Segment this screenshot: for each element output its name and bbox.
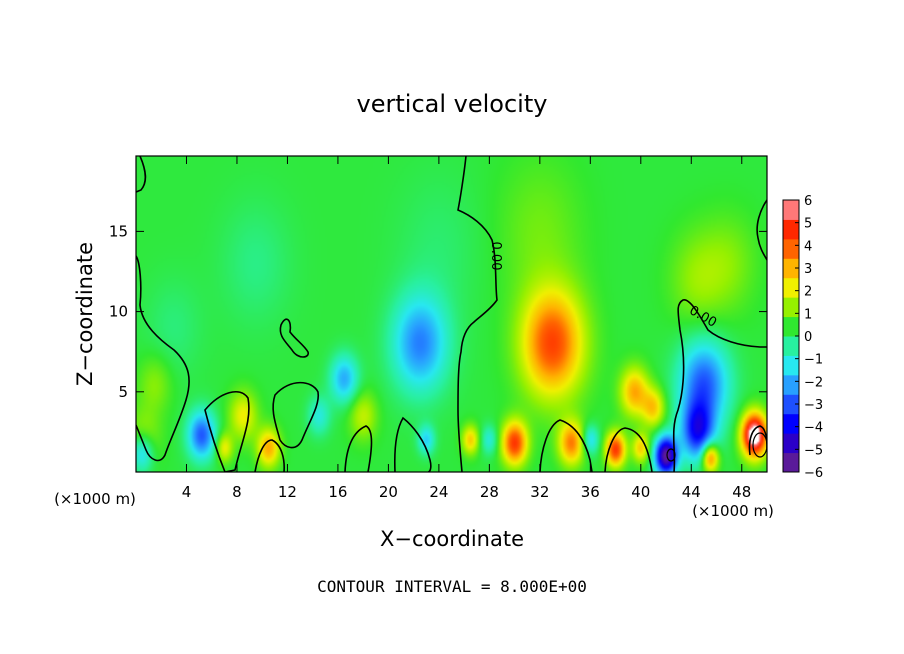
colorbar-swatch (783, 297, 799, 318)
y-axis: 5 10 15 (109, 222, 767, 401)
x-axis: 4 8 12 16 20 24 28 32 36 40 44 48 (182, 156, 751, 501)
x-tick-label: 16 (328, 483, 347, 501)
colorbar-tick-label: 0 (804, 330, 812, 345)
small-contour-2 (272, 381, 320, 449)
y-tick-label: 5 (118, 383, 128, 401)
colorbar-tick-label: 3 (804, 262, 812, 277)
colorbar-swatch (783, 277, 799, 298)
x-axis-label: X−coordinate (380, 527, 524, 551)
x-unit-left: (×1000 m) (54, 490, 136, 508)
colorbar-tick-label: 5 (804, 217, 812, 232)
colorbar-tick-label: −3 (804, 398, 823, 413)
small-contour-7 (604, 427, 653, 472)
x-tick-label: 36 (581, 483, 600, 501)
small-contour-5 (393, 416, 432, 472)
colorbar-swatch (783, 413, 799, 434)
colorbar-swatch (783, 394, 799, 415)
colorbar-tick-label: −5 (804, 443, 823, 458)
x-tick-label: 40 (631, 483, 650, 501)
x-tick-label: 12 (278, 483, 297, 501)
colorbar-swatch (783, 238, 799, 259)
contour-hotspot-left (666, 448, 676, 462)
colorbar-tick-label: 2 (804, 285, 812, 300)
contour-hotspot-right (752, 432, 767, 458)
zero-contour-topleft (136, 156, 147, 193)
plot-area: 0.00 0.00 (135, 155, 768, 473)
contour-lines (136, 156, 767, 472)
colorbar-swatch (783, 452, 799, 473)
colorbar-tick-label: −1 (804, 353, 823, 368)
x-tick-label: 20 (379, 483, 398, 501)
colorbar-tick-label: 4 (804, 239, 812, 254)
colorbar-swatch (783, 219, 799, 240)
plot-frame (135, 155, 768, 473)
colorbar-tick-label: 1 (804, 307, 812, 322)
colorbar-swatch (783, 336, 799, 356)
small-contour-9 (254, 439, 285, 472)
colorbar-swatch (783, 374, 799, 395)
small-contour-4 (344, 425, 373, 472)
contour-interval-footer: CONTOUR INTERVAL = 8.000E+00 (317, 577, 587, 596)
x-tick-label: 8 (232, 483, 242, 501)
contour-label-1: 0.00 (488, 242, 503, 271)
x-tick-label: 44 (682, 483, 701, 501)
x-tick-label: 48 (732, 483, 751, 501)
colorbar-tick-label: −4 (804, 421, 823, 436)
small-contour-1 (204, 390, 250, 472)
zero-contour-right (672, 299, 767, 472)
colorbar-tick-label: −6 (804, 466, 823, 481)
zero-contour-topright (756, 199, 767, 261)
colorbar-swatch (783, 433, 799, 454)
x-tick-label: 28 (480, 483, 499, 501)
chart-title: vertical velocity (357, 90, 548, 118)
x-unit-right: (×1000 m) (692, 502, 774, 520)
x-tick-label: 32 (530, 483, 549, 501)
colorbar-swatch (783, 200, 799, 220)
colorbar-tick-label: −2 (804, 375, 823, 390)
colorbar-tick-label: 6 (804, 194, 812, 209)
colorbar: 6 5 4 3 2 1 0 −1 −2 −3 −4 −5 −6 (782, 194, 823, 481)
heatmap-image (136, 156, 767, 472)
small-contour-3 (279, 318, 309, 358)
colorbar-swatch (783, 316, 799, 337)
x-tick-label: 24 (429, 483, 448, 501)
colorbar-swatch (783, 355, 799, 376)
y-axis-label: Z−coordinate (73, 242, 97, 386)
colorbar-swatch (783, 258, 799, 279)
y-tick-label: 15 (109, 222, 128, 240)
zero-contour-left (136, 255, 190, 462)
y-tick-label: 10 (109, 303, 128, 321)
x-tick-label: 4 (182, 483, 192, 501)
small-contour-6 (539, 419, 593, 472)
zero-contour-central (457, 156, 498, 472)
